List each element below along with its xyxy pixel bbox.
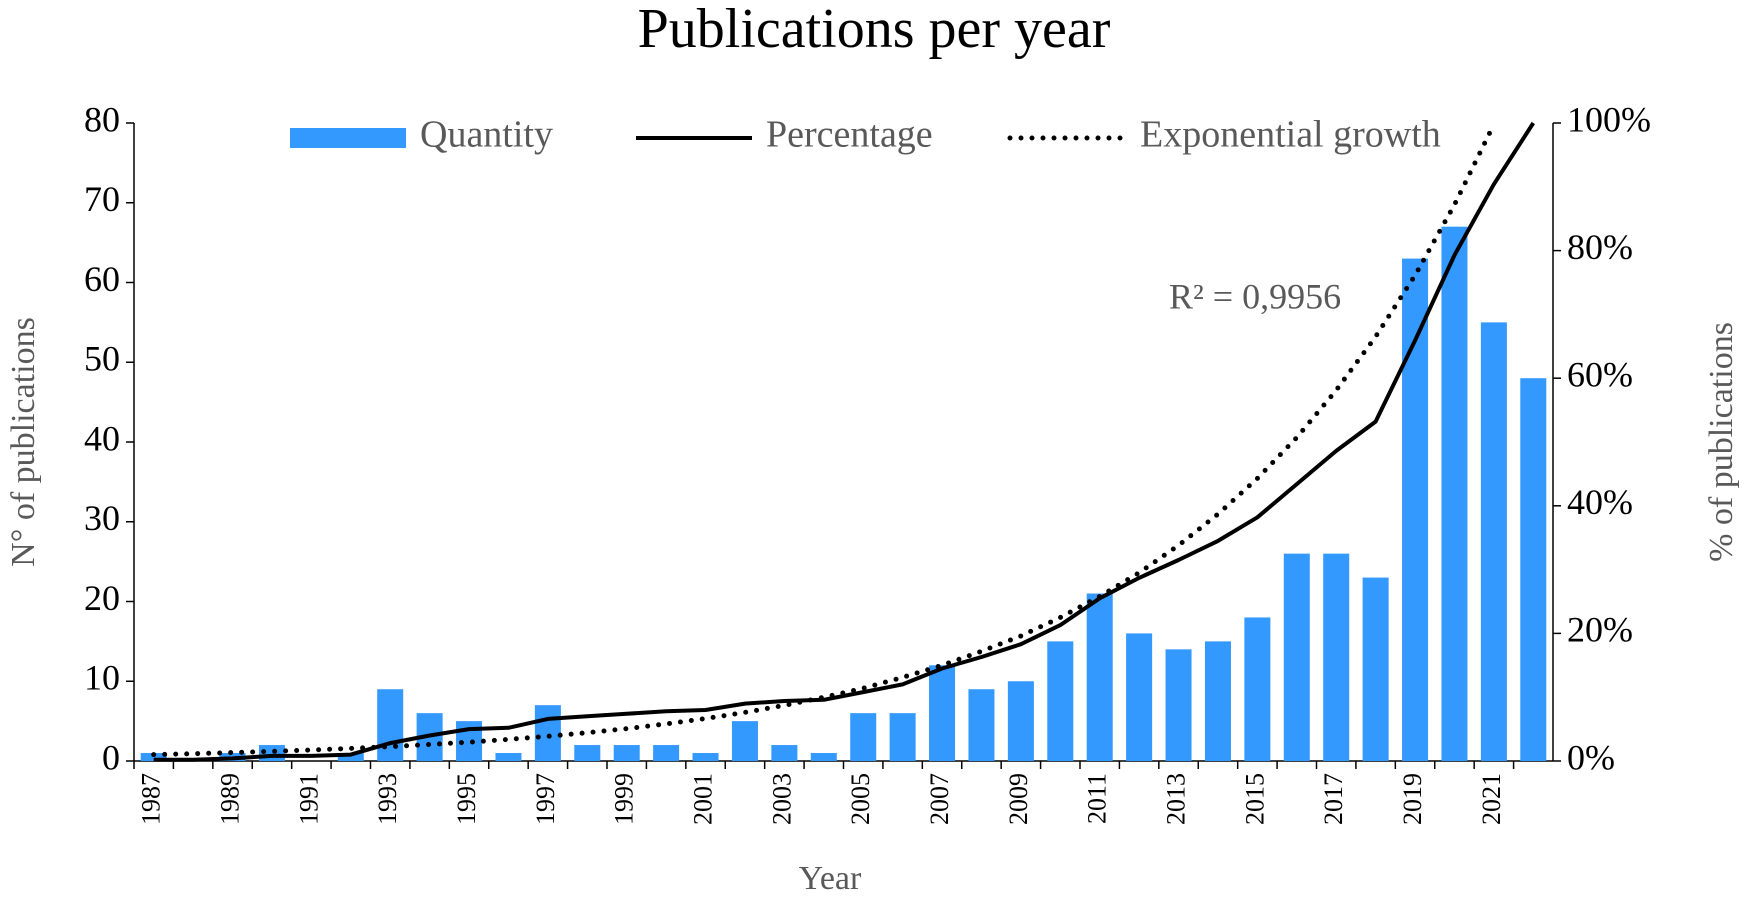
legend-label: Percentage xyxy=(766,114,933,156)
bar xyxy=(1480,322,1507,761)
bar xyxy=(1047,641,1074,761)
bar xyxy=(1362,577,1389,761)
bar xyxy=(1204,641,1231,761)
bar xyxy=(495,753,522,761)
bar xyxy=(771,745,798,761)
bar xyxy=(1402,258,1429,761)
bar xyxy=(968,689,995,761)
x-tick-label: 2009 xyxy=(1004,773,1033,825)
x-tick-label: 2013 xyxy=(1162,773,1191,825)
x-tick-label: 1999 xyxy=(610,773,639,825)
y-tick-label: 60 xyxy=(84,259,120,299)
y-axis-title: N° of publications xyxy=(5,317,42,567)
bar xyxy=(653,745,680,761)
x-tick-label: 1991 xyxy=(294,773,323,825)
y-tick-label: 80 xyxy=(84,99,120,139)
y-tick-label: 20 xyxy=(84,578,120,618)
x-tick-label: 2021 xyxy=(1477,773,1506,825)
x-axis-title: Year xyxy=(799,860,862,897)
legend-swatch xyxy=(290,128,406,148)
legend-label: Exponential growth xyxy=(1140,114,1441,156)
bar xyxy=(1086,593,1113,761)
bar xyxy=(1007,681,1034,761)
legend-label: Quantity xyxy=(420,114,553,156)
x-tick-label: 1993 xyxy=(373,773,402,825)
y2-tick-label: 20% xyxy=(1567,610,1633,650)
x-tick-label: 2015 xyxy=(1240,773,1269,825)
y2-tick-label: 60% xyxy=(1567,354,1633,394)
y2-tick-label: 0% xyxy=(1567,737,1615,777)
y-tick-label: 70 xyxy=(84,179,120,219)
y2-tick-label: 100% xyxy=(1567,99,1651,139)
y2-tick-label: 40% xyxy=(1567,482,1633,522)
bar xyxy=(731,721,758,761)
y2-axis-title: % of publications xyxy=(1703,322,1740,562)
bar xyxy=(1441,226,1468,762)
bar xyxy=(1323,553,1350,761)
bar xyxy=(850,713,877,761)
x-tick-label: 2011 xyxy=(1083,773,1112,824)
x-tick-label: 2017 xyxy=(1319,773,1348,825)
bar xyxy=(889,713,916,761)
x-tick-label: 1987 xyxy=(137,773,166,825)
y-tick-label: 50 xyxy=(84,339,120,379)
y2-tick-label: 80% xyxy=(1567,227,1633,267)
y-tick-label: 30 xyxy=(84,498,120,538)
bar xyxy=(613,745,640,761)
x-tick-label: 2001 xyxy=(689,773,718,825)
chart-title: Publications per year xyxy=(638,0,1111,60)
bar xyxy=(574,745,601,761)
bar xyxy=(929,665,956,761)
x-tick-label: 1997 xyxy=(531,773,560,825)
x-tick-label: 2019 xyxy=(1398,773,1427,825)
bar xyxy=(692,753,719,761)
y-tick-label: 0 xyxy=(102,737,120,777)
bar xyxy=(810,753,837,761)
bar xyxy=(534,705,561,761)
bar xyxy=(1520,378,1547,761)
bar xyxy=(1283,553,1310,761)
bar xyxy=(1244,617,1271,761)
x-tick-label: 1989 xyxy=(216,773,245,825)
bar xyxy=(1165,649,1192,761)
x-tick-label: 2007 xyxy=(925,773,954,825)
bar xyxy=(377,689,404,761)
y-tick-label: 10 xyxy=(84,658,120,698)
bar xyxy=(1126,633,1153,761)
bar xyxy=(337,753,364,761)
annotation: R² = 0,9956 xyxy=(1169,276,1341,316)
x-tick-label: 2003 xyxy=(767,773,796,825)
x-tick-label: 1995 xyxy=(452,773,481,825)
x-tick-label: 2005 xyxy=(846,773,875,825)
y-tick-label: 40 xyxy=(84,418,120,458)
